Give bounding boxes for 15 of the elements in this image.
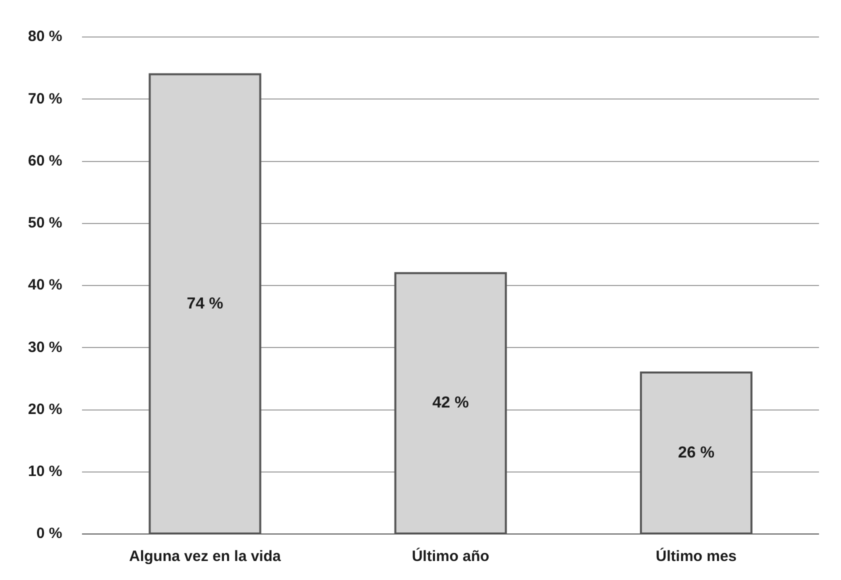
- y-tick-label: 20 %: [28, 400, 62, 418]
- y-tick-label: 40 %: [28, 276, 62, 294]
- x-tick-label: Alguna vez en la vida: [129, 548, 282, 566]
- data-label: 74 %: [186, 295, 224, 312]
- y-tick-label: 80 %: [28, 28, 62, 46]
- y-tick-label: 50 %: [28, 214, 62, 232]
- y-tick-label: 70 %: [28, 90, 62, 108]
- y-tick-label: 0 %: [36, 525, 62, 542]
- x-tick-label: Último mes: [656, 547, 737, 566]
- y-tick-label: 10 %: [28, 463, 62, 480]
- data-label: 42 %: [432, 394, 469, 412]
- y-tick-label: 30 %: [28, 338, 62, 356]
- data-label: 26 %: [678, 444, 714, 462]
- y-tick-label: 60 %: [28, 152, 62, 170]
- x-tick-label: Último año: [412, 547, 490, 566]
